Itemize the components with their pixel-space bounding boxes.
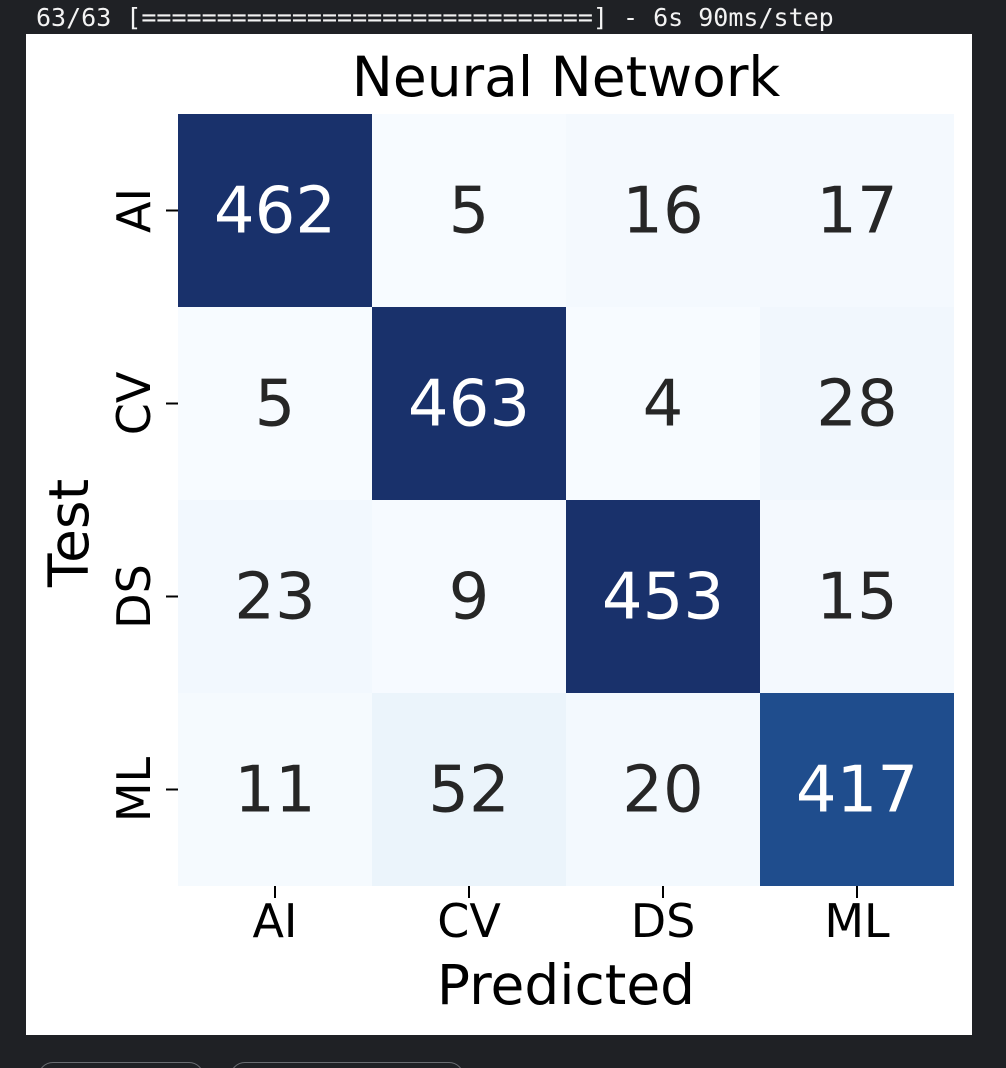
y-tick-label-ds: DS	[107, 564, 161, 629]
heatmap-cell-ai-ml	[760, 114, 954, 307]
heatmap-cell-ai-ds	[566, 114, 760, 307]
heatmap-cell-ml-cv	[372, 693, 566, 886]
chart-title: Neural Network	[352, 45, 781, 109]
y-tick-label-ml: ML	[107, 756, 161, 822]
heatmap-value-ml-cv: 52	[428, 754, 509, 828]
heatmap-value-ds-ai: 23	[234, 561, 315, 635]
figure-canvas: Neural Network 462 5 16 17 5 463 4 28 23 9 453 15 11…	[26, 34, 972, 1035]
heatmap-cell-ds-ai	[178, 500, 372, 693]
heatmap-cell-ml-ds	[566, 693, 760, 886]
heatmap-cell-cv-ai	[178, 307, 372, 500]
heatmap-value-ml-ds: 20	[622, 754, 703, 828]
heatmap-cell-ml-ai	[178, 693, 372, 886]
heatmap-value-ml-ml: 417	[796, 754, 918, 828]
heatmap-value-ds-cv: 9	[449, 561, 490, 635]
heatmap-cell-ds-ds	[566, 500, 760, 693]
heatmap-value-ai-ds: 16	[622, 175, 703, 249]
heatmap-value-ai-cv: 5	[449, 175, 490, 249]
heatmap-value-cv-ds: 4	[643, 368, 684, 442]
progress-line: 63/63 [==============================] -…	[36, 3, 834, 32]
y-tick-label-cv: CV	[107, 371, 161, 435]
x-tick-label-cv: CV	[437, 894, 501, 948]
output-control-button[interactable]	[230, 1062, 464, 1068]
heatmap-cell-cv-ml	[760, 307, 954, 500]
heatmap-value-cv-ml: 28	[816, 368, 897, 442]
y-axis-label: Test	[37, 479, 101, 588]
heatmap-value-ai-ai: 462	[214, 175, 336, 249]
heatmap-cell-cv-cv	[372, 307, 566, 500]
heatmap-value-cv-cv: 463	[408, 368, 530, 442]
heatmap-cells: 462 5 16 17 5 463 4 28 23 9 453 15 11 52 20 417	[178, 114, 954, 886]
heatmap-ticks: AI CV DS ML AI CV DS ML	[107, 188, 890, 948]
x-tick-label-ml: ML	[824, 894, 890, 948]
heatmap-cell-cv-ds	[566, 307, 760, 500]
heatmap-value-ds-ml: 15	[816, 561, 897, 635]
output-control-button[interactable]	[38, 1062, 204, 1068]
heatmap-value-ds-ds: 453	[602, 561, 724, 635]
y-tick-label-ai: AI	[107, 188, 161, 233]
heatmap-value-ai-ml: 17	[816, 175, 897, 249]
heatmap-cell-ds-ml	[760, 500, 954, 693]
bottom-controls	[0, 1040, 1006, 1068]
heatmap-value-ml-ai: 11	[234, 754, 315, 828]
heatmap-svg: Neural Network 462 5 16 17 5 463 4 28 23 9 453 15 11…	[37, 45, 954, 1017]
heatmap-cell-ai-cv	[372, 114, 566, 307]
heatmap-cell-ds-cv	[372, 500, 566, 693]
heatmap-cell-ai-ai	[178, 114, 372, 307]
heatmap-value-cv-ai: 5	[255, 368, 296, 442]
x-tick-label-ai: AI	[252, 894, 297, 948]
heatmap-cell-ml-ml	[760, 693, 954, 886]
x-tick-label-ds: DS	[631, 894, 696, 948]
x-axis-label: Predicted	[437, 953, 695, 1017]
